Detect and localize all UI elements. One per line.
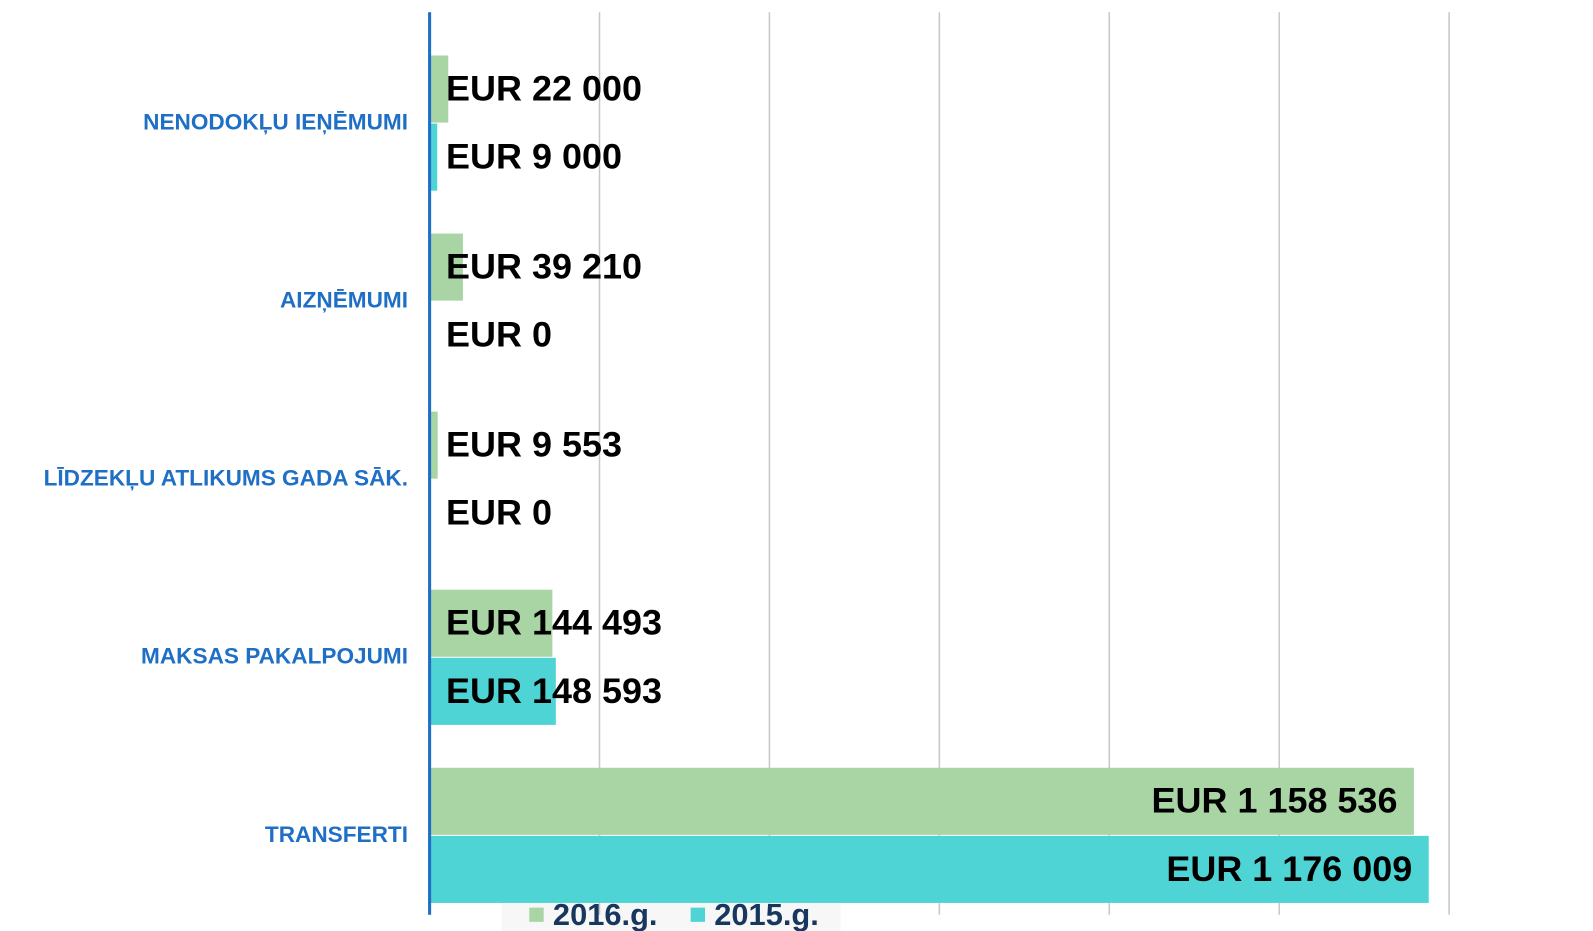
bar (429, 123, 438, 191)
category-label: AIZŅĒMUMI (280, 288, 408, 313)
bar (429, 767, 1414, 835)
value-label: EUR 0 (446, 493, 552, 533)
value-label: EUR 22 000 (446, 69, 642, 109)
legend-label: 2016.g. (553, 898, 658, 931)
legend-label: 2015.g. (714, 898, 819, 931)
category-label: TRANSFERTI (265, 822, 408, 847)
bar (429, 411, 438, 479)
value-label: EUR 9 000 (446, 137, 622, 177)
bar (429, 589, 553, 657)
value-label: EUR 148 593 (446, 671, 662, 711)
bar (429, 55, 449, 123)
value-label: EUR 144 493 (446, 603, 662, 643)
category-label: MAKSAS PAKALPOJUMI (141, 644, 408, 669)
value-label: EUR 9 553 (446, 425, 622, 465)
legend-background (501, 897, 841, 931)
value-label: EUR 1 158 536 (1152, 781, 1398, 821)
category-label: NENODOKĻU IEŅĒMUMI (143, 110, 408, 135)
legend-swatch (529, 907, 544, 922)
bar (429, 657, 556, 725)
value-label: EUR 0 (446, 315, 552, 355)
category-label: LĪDZEKĻU ATLIKUMS GADA SĀK. (44, 466, 408, 491)
bar (429, 233, 463, 301)
value-label: EUR 1 176 009 (1166, 849, 1412, 889)
legend-swatch (690, 907, 706, 922)
bar (429, 835, 1429, 903)
value-label: EUR 39 210 (446, 247, 642, 287)
